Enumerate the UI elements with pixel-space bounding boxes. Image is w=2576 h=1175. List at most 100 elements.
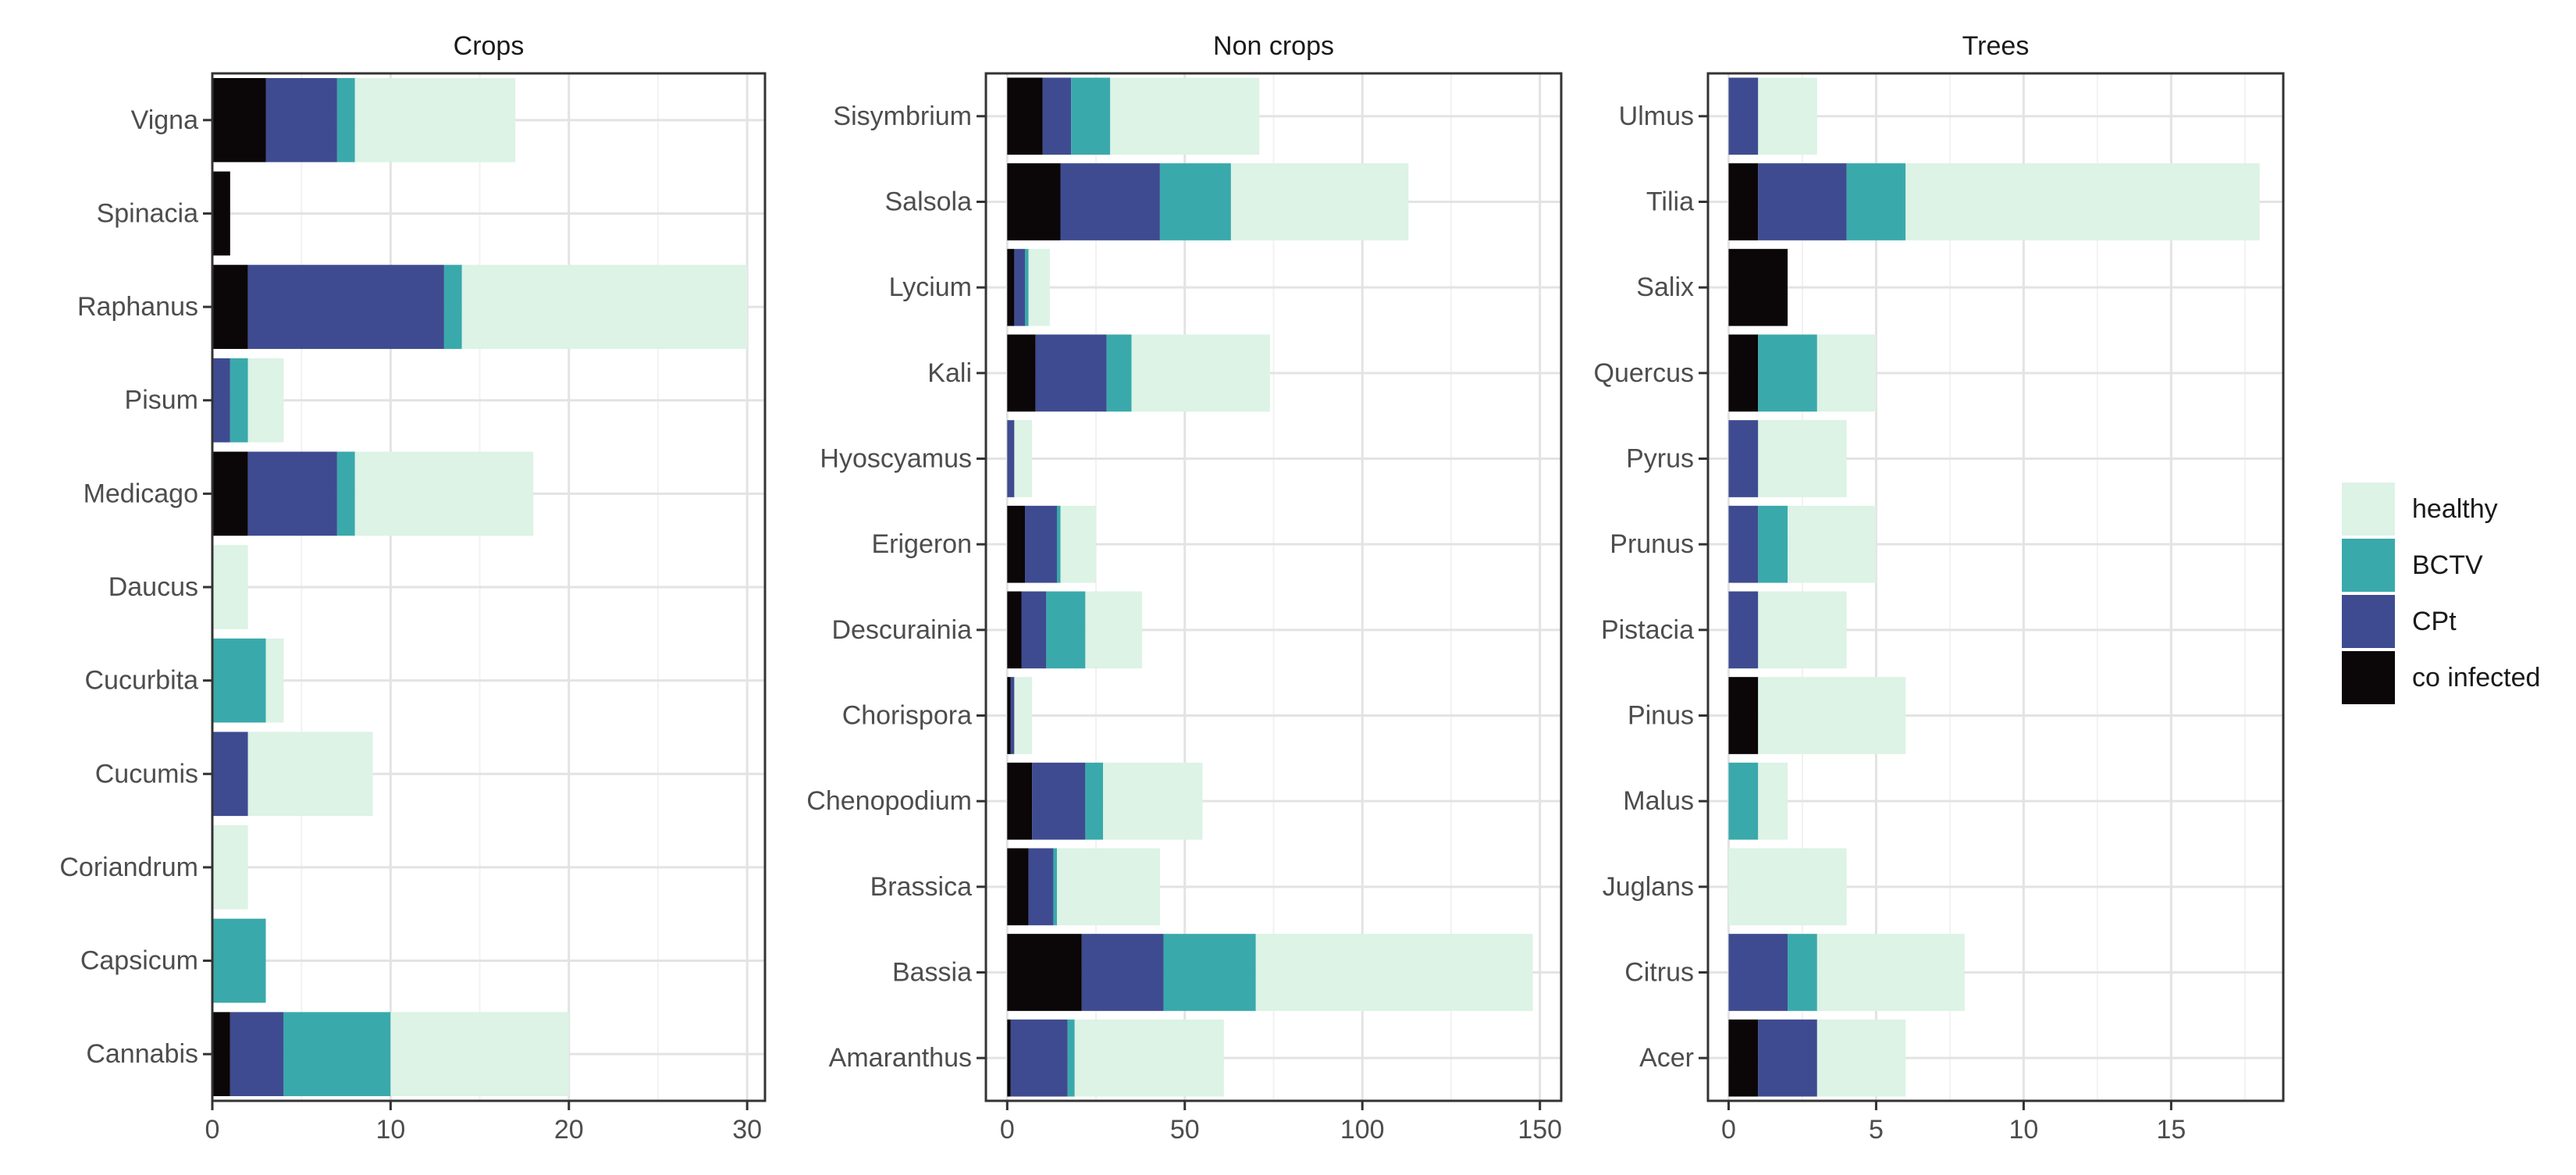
y-tick-label-cannabis: Cannabis — [86, 1039, 198, 1069]
bar-bassia-bctv — [1163, 934, 1256, 1011]
bar-sisymbrium-cpt — [1042, 77, 1072, 155]
bar-pyrus-cpt — [1728, 420, 1759, 497]
panel-non-crops: Sisymbrium Salsola Lycium Kali Hyoscyamus Eri… — [806, 31, 1563, 1145]
bar-brassica-cpt — [1028, 848, 1054, 926]
y-tick-label-lycium: Lycium — [889, 272, 972, 302]
legend-swatch-cpt — [2342, 595, 2395, 648]
bar-cucurbita-bctv — [212, 638, 266, 723]
bar-descurainia-co-infected — [1007, 591, 1022, 669]
bar-chenopodium-cpt — [1032, 762, 1086, 840]
bar-vigna-co-infected — [212, 77, 266, 162]
bar-kali-co-infected — [1007, 334, 1036, 412]
bar-pisum-healthy — [247, 358, 284, 443]
y-tick-label-brassica: Brassica — [870, 872, 972, 902]
bar-raphanus-co-infected — [212, 265, 248, 349]
bar-vigna-bctv — [336, 77, 355, 162]
bar-descurainia-bctv — [1046, 591, 1086, 669]
y-tick-label-pistacia: Pistacia — [1601, 615, 1694, 645]
y-tick-label-kali: Kali — [927, 358, 972, 388]
bar-tilia-healthy — [1905, 163, 2260, 240]
bar-quercus-bctv — [1758, 334, 1817, 412]
legend: healthy BCTV CPt co infected — [2342, 482, 2540, 704]
y-tick-label-malus: Malus — [1623, 786, 1694, 816]
panel-non-crops-border — [984, 72, 1563, 1102]
legend-swatch-co-infected — [2342, 651, 2395, 704]
bar-salsola-cpt — [1060, 163, 1160, 240]
bar-juglans-healthy — [1728, 848, 1847, 926]
bar-pistacia-healthy — [1758, 591, 1847, 669]
bar-descurainia-cpt — [1021, 591, 1047, 669]
bar-chenopodium-bctv — [1085, 762, 1104, 840]
bar-chenopodium-co-infected — [1007, 762, 1033, 840]
y-tick-label-citrus: Citrus — [1624, 958, 1694, 988]
panels: Vigna Spinacia Raphanus Pisum Medicago Daucus… — [59, 31, 2285, 1145]
bar-kali-cpt — [1035, 334, 1107, 412]
bar-brassica-bctv — [1053, 848, 1057, 926]
y-tick-label-chorispora: Chorispora — [842, 701, 972, 731]
bar-salsola-co-infected — [1007, 163, 1061, 240]
bar-raphanus-bctv — [443, 265, 462, 349]
bar-cannabis-cpt — [229, 1012, 284, 1097]
bar-brassica-co-infected — [1007, 848, 1029, 926]
panel-crops-border — [211, 72, 767, 1102]
y-tick-label-hyoscyamus: Hyoscyamus — [820, 444, 972, 474]
bar-citrus-bctv — [1788, 934, 1817, 1011]
bar-kali-bctv — [1106, 334, 1132, 412]
bar-ulmus-cpt — [1728, 77, 1759, 155]
bar-tilia-co-infected — [1728, 163, 1759, 240]
bar-malus-bctv — [1728, 762, 1759, 840]
bar-cannabis-bctv — [283, 1012, 391, 1097]
x-tick-label: 10 — [2008, 1115, 2038, 1145]
bar-medicago-healthy — [354, 451, 534, 536]
bar-lycium-bctv — [1025, 248, 1029, 326]
y-tick-label-ulmus: Ulmus — [1619, 101, 1694, 131]
y-tick-label-pinus: Pinus — [1628, 701, 1694, 731]
bar-medicago-co-infected — [212, 451, 248, 536]
legend-label-healthy: healthy — [2412, 494, 2498, 524]
bar-pistacia-cpt — [1728, 591, 1759, 669]
bar-erigeron-co-infected — [1007, 505, 1026, 583]
bar-erigeron-bctv — [1056, 505, 1061, 583]
x-tick-label: 20 — [554, 1115, 584, 1145]
bar-kali-healthy — [1131, 334, 1270, 412]
x-tick-label: 100 — [1340, 1115, 1385, 1145]
y-tick-label-medicago: Medicago — [84, 479, 198, 508]
panel-crops-title: Crops — [454, 31, 525, 61]
y-tick-label-prunus: Prunus — [1610, 529, 1694, 559]
y-tick-label-raphanus: Raphanus — [77, 292, 198, 322]
bar-pisum-bctv — [229, 358, 248, 443]
bar-sisymbrium-healthy — [1110, 77, 1260, 155]
bar-cucurbita-healthy — [265, 638, 284, 723]
y-tick-label-descurainia: Descurainia — [831, 615, 972, 645]
bar-malus-healthy — [1758, 762, 1788, 840]
y-tick-label-acer: Acer — [1639, 1043, 1694, 1073]
bar-prunus-cpt — [1728, 505, 1759, 583]
bar-salsola-bctv — [1159, 163, 1231, 240]
bar-acer-cpt — [1758, 1019, 1817, 1097]
bar-tilia-bctv — [1846, 163, 1906, 240]
bar-raphanus-cpt — [247, 265, 444, 349]
bar-bassia-co-infected — [1007, 934, 1082, 1011]
bar-cucumis-healthy — [247, 732, 373, 817]
bar-bassia-cpt — [1081, 934, 1164, 1011]
bar-erigeron-healthy — [1060, 505, 1097, 583]
y-tick-label-bassia: Bassia — [892, 958, 972, 988]
panel-trees-border — [1706, 72, 2285, 1102]
x-tick-label: 0 — [1721, 1115, 1736, 1145]
bar-bassia-healthy — [1255, 934, 1533, 1011]
bar-citrus-cpt — [1728, 934, 1788, 1011]
bar-vigna-healthy — [354, 77, 516, 162]
bar-prunus-bctv — [1758, 505, 1788, 583]
bar-chorispora-cpt — [1010, 677, 1015, 754]
bar-lycium-cpt — [1014, 248, 1026, 326]
bar-spinacia-co-infected — [212, 171, 230, 256]
x-tick-label: 0 — [1000, 1115, 1015, 1145]
bar-chorispora-co-infected — [1007, 677, 1011, 754]
x-tick-label: 50 — [1170, 1115, 1200, 1145]
y-tick-label-tilia: Tilia — [1646, 187, 1694, 217]
x-tick-label: 10 — [375, 1115, 405, 1145]
panel-trees-background — [1708, 73, 2283, 1101]
bar-cannabis-healthy — [390, 1012, 569, 1097]
